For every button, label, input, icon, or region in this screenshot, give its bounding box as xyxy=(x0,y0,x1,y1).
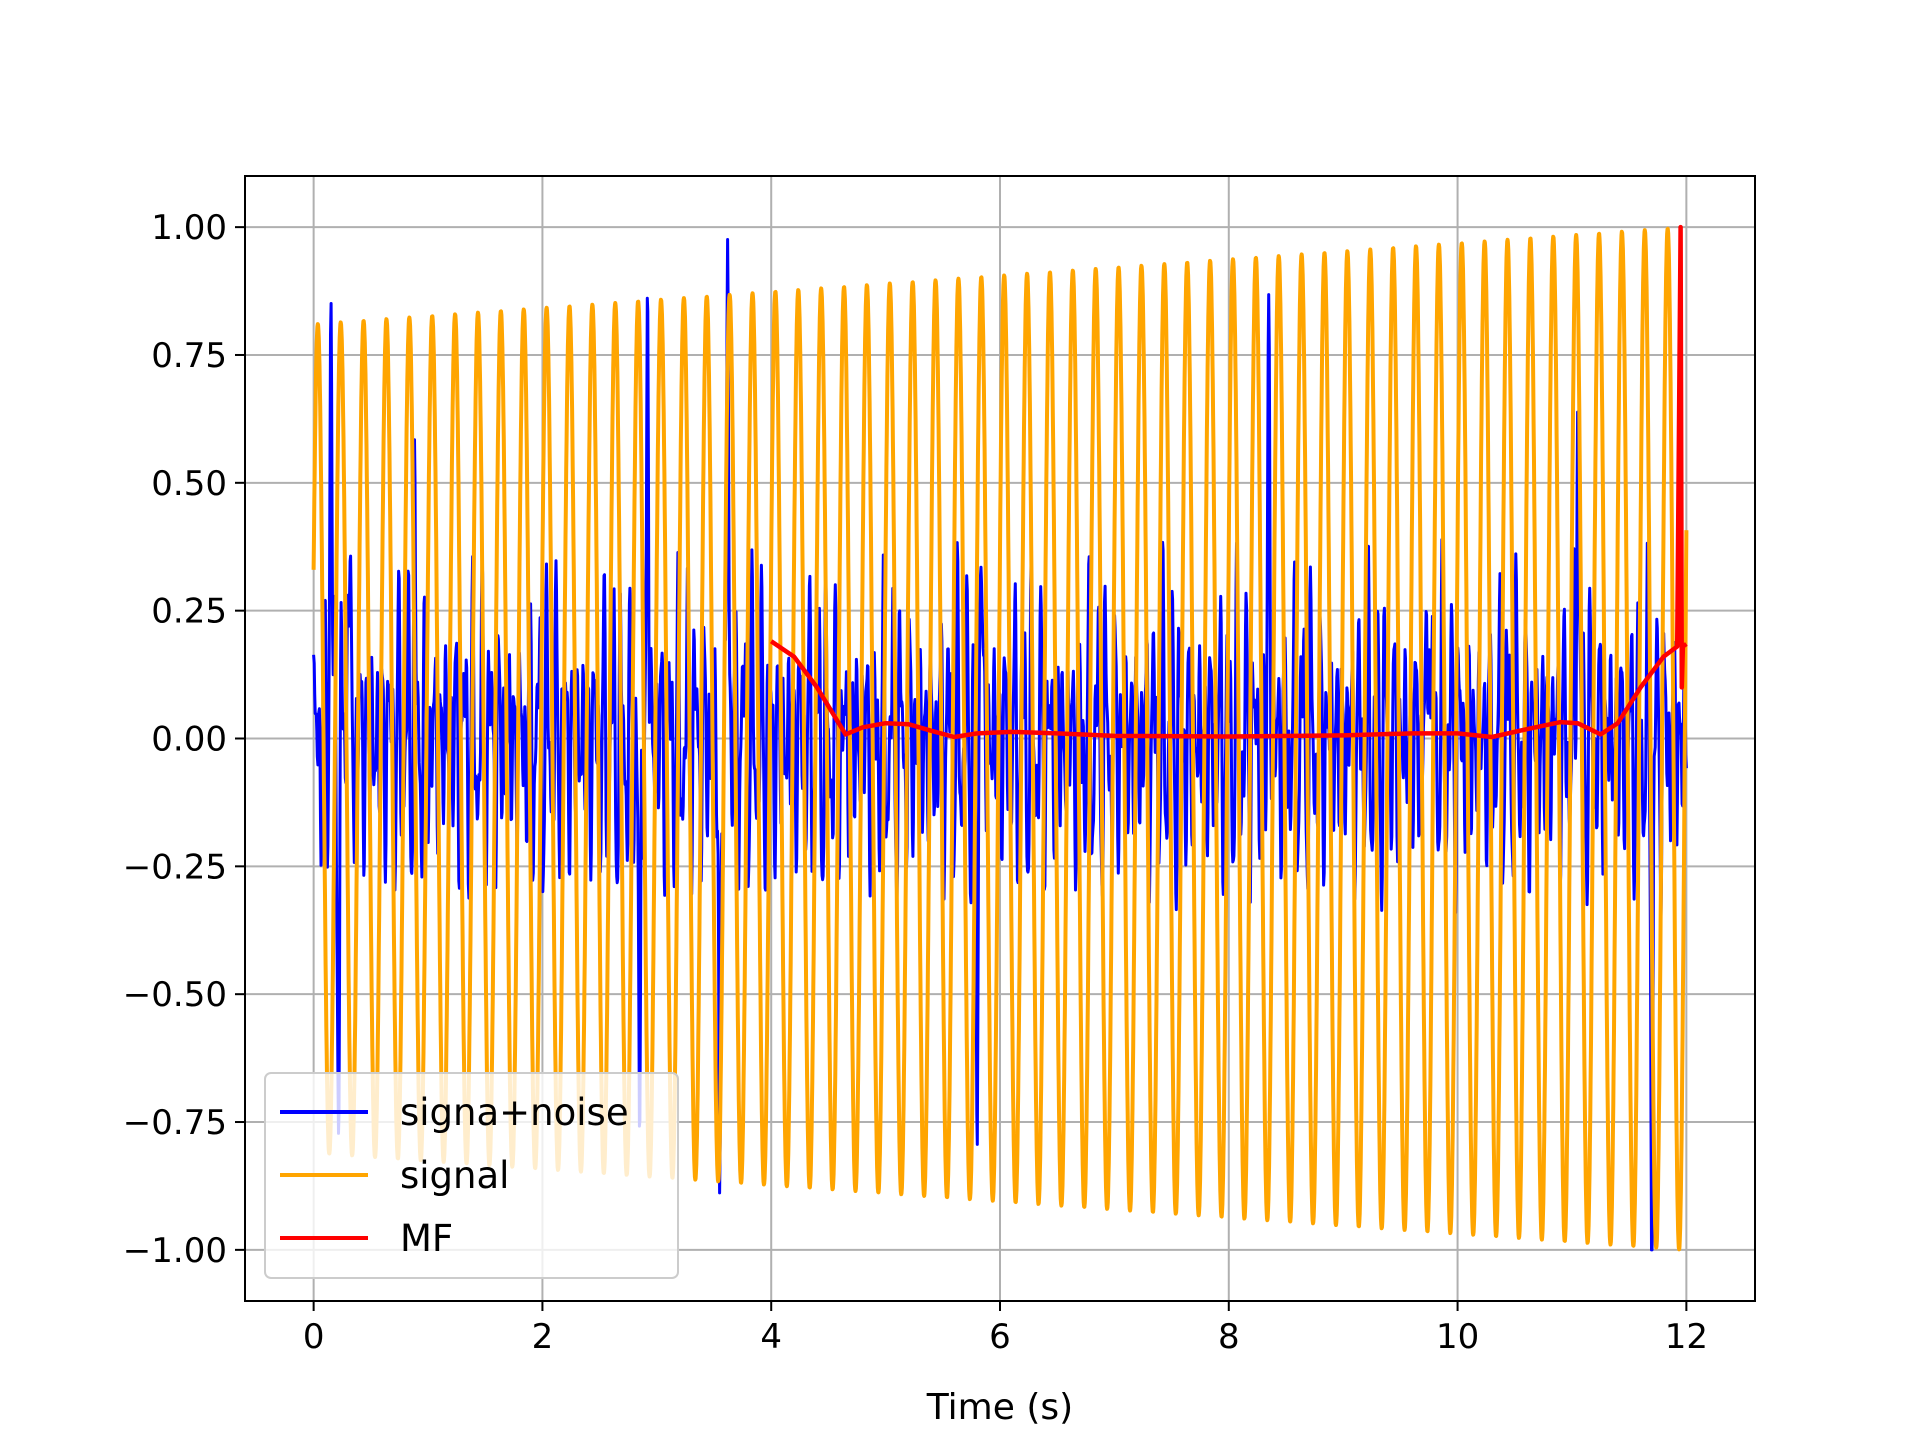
series-line-mf xyxy=(769,224,1688,740)
y-tick-label: 1.00 xyxy=(151,208,227,248)
y-tick-label: −1.00 xyxy=(123,1231,227,1271)
x-tick-label: 4 xyxy=(760,1317,782,1357)
legend: signa+noise signal MF xyxy=(264,1072,679,1279)
x-tick-label: 2 xyxy=(532,1317,554,1357)
legend-box xyxy=(264,1072,679,1279)
x-tick-label: 6 xyxy=(989,1317,1011,1357)
x-tick-label: 12 xyxy=(1665,1317,1708,1357)
y-tick-label: 0.00 xyxy=(151,720,227,760)
x-tick-label: 10 xyxy=(1436,1317,1479,1357)
x-tick-label: 0 xyxy=(303,1317,325,1357)
y-tick-label: 0.25 xyxy=(151,592,227,632)
y-tick-label: −0.50 xyxy=(123,975,227,1015)
legend-label-signal-noise: signa+noise xyxy=(400,1091,629,1134)
x-tick-label: 8 xyxy=(1218,1317,1240,1357)
x-axis-label: Time (s) xyxy=(926,1387,1073,1428)
legend-label-mf: MF xyxy=(400,1217,453,1260)
y-tick-label: 0.75 xyxy=(151,336,227,376)
y-tick-label: −0.25 xyxy=(123,847,227,887)
legend-label-signal: signal xyxy=(400,1154,509,1197)
ticks: 0 2 4 6 8 10 12 1.00 0.75 0.50 0.25 0.00 −0.25 −0.50 −… xyxy=(123,208,1708,1357)
y-tick-label: 0.50 xyxy=(151,464,227,504)
series-line-signal xyxy=(311,226,1689,1252)
series-layer xyxy=(311,224,1689,1252)
y-tick-label: −0.75 xyxy=(123,1103,227,1143)
